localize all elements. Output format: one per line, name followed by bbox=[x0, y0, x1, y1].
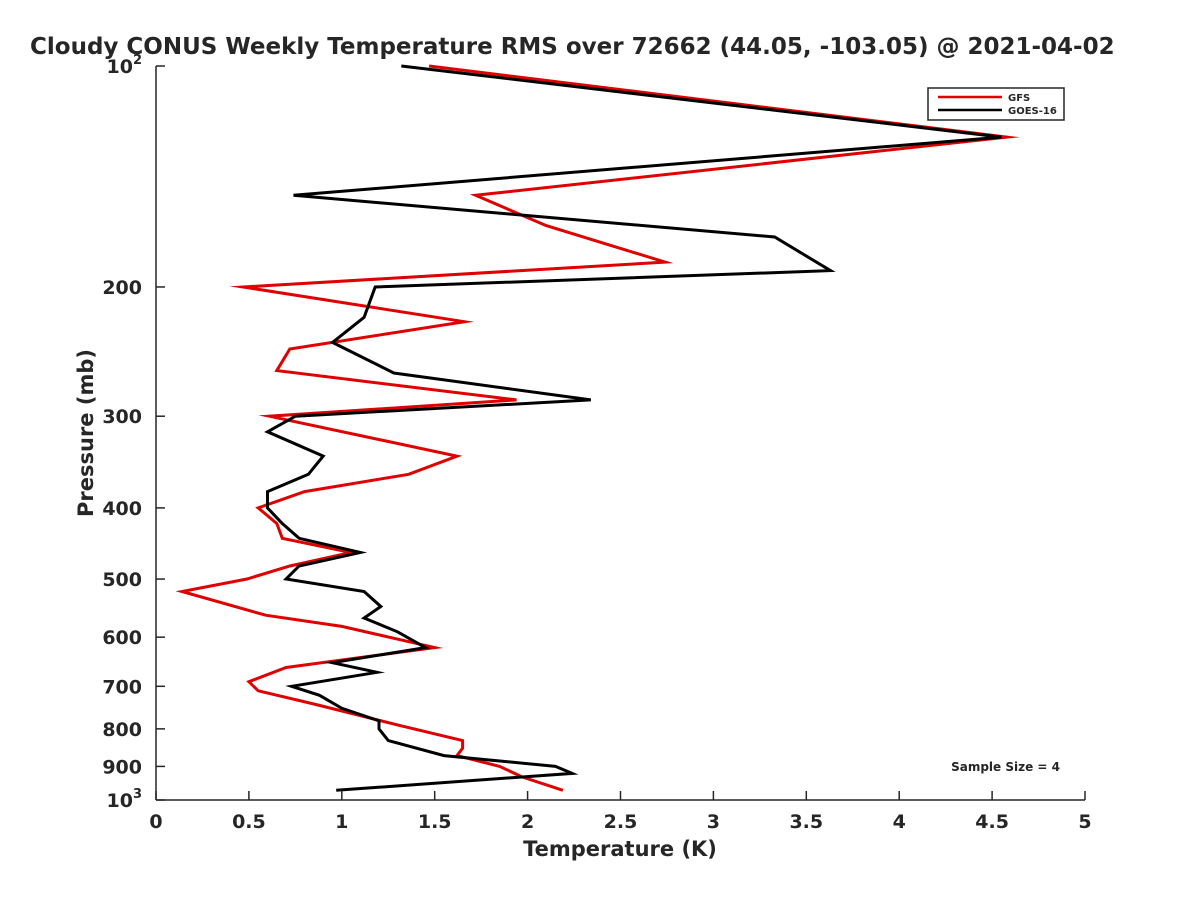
x-tick-label: 2.5 bbox=[604, 811, 638, 833]
y-tick-label: 800 bbox=[102, 719, 142, 741]
x-axis-label: Temperature (K) bbox=[523, 837, 717, 861]
series-line-gfs bbox=[175, 64, 1020, 792]
x-tick-label: 3.5 bbox=[789, 811, 823, 833]
y-tick-label: 102 bbox=[107, 53, 143, 78]
y-tick-label: 200 bbox=[102, 277, 142, 299]
y-axis-label: Pressure (mb) bbox=[74, 349, 98, 517]
x-tick-label: 3 bbox=[707, 811, 720, 833]
x-tick-label: 4 bbox=[893, 811, 906, 833]
legend: GFS GOES-16 bbox=[927, 87, 1065, 121]
y-tick-label: 700 bbox=[102, 676, 142, 698]
y-tick-label: 500 bbox=[102, 569, 142, 591]
x-tick-label: 0.5 bbox=[232, 811, 266, 833]
series-line-goes-16 bbox=[264, 64, 1002, 792]
legend-label-goes-16: GOES-16 bbox=[1008, 106, 1057, 117]
axes-layer: 0 0.5 1 1.5 2 2.5 3 3.5 4 4.5 5 102 200 300 400 500 600 7… bbox=[102, 53, 1091, 833]
x-tick-label: 1 bbox=[335, 811, 348, 833]
x-tick-label: 0 bbox=[149, 811, 162, 833]
legend-label-gfs: GFS bbox=[1008, 93, 1030, 104]
y-tick-label: 103 bbox=[107, 787, 143, 812]
x-tick-label: 2 bbox=[521, 811, 534, 833]
sample-size-annotation: Sample Size = 4 bbox=[951, 760, 1060, 774]
x-tick-label: 1.5 bbox=[418, 811, 452, 833]
y-tick-label: 600 bbox=[102, 627, 142, 649]
chart-title: Cloudy CONUS Weekly Temperature RMS over… bbox=[30, 34, 1115, 60]
y-tick-label: 400 bbox=[102, 498, 142, 520]
x-tick-label: 4.5 bbox=[975, 811, 1009, 833]
y-tick-label: 300 bbox=[102, 406, 142, 428]
legend-box bbox=[927, 87, 1065, 121]
series-layer bbox=[175, 64, 1020, 792]
x-tick-label: 5 bbox=[1078, 811, 1091, 833]
y-tick-label: 900 bbox=[102, 756, 142, 778]
